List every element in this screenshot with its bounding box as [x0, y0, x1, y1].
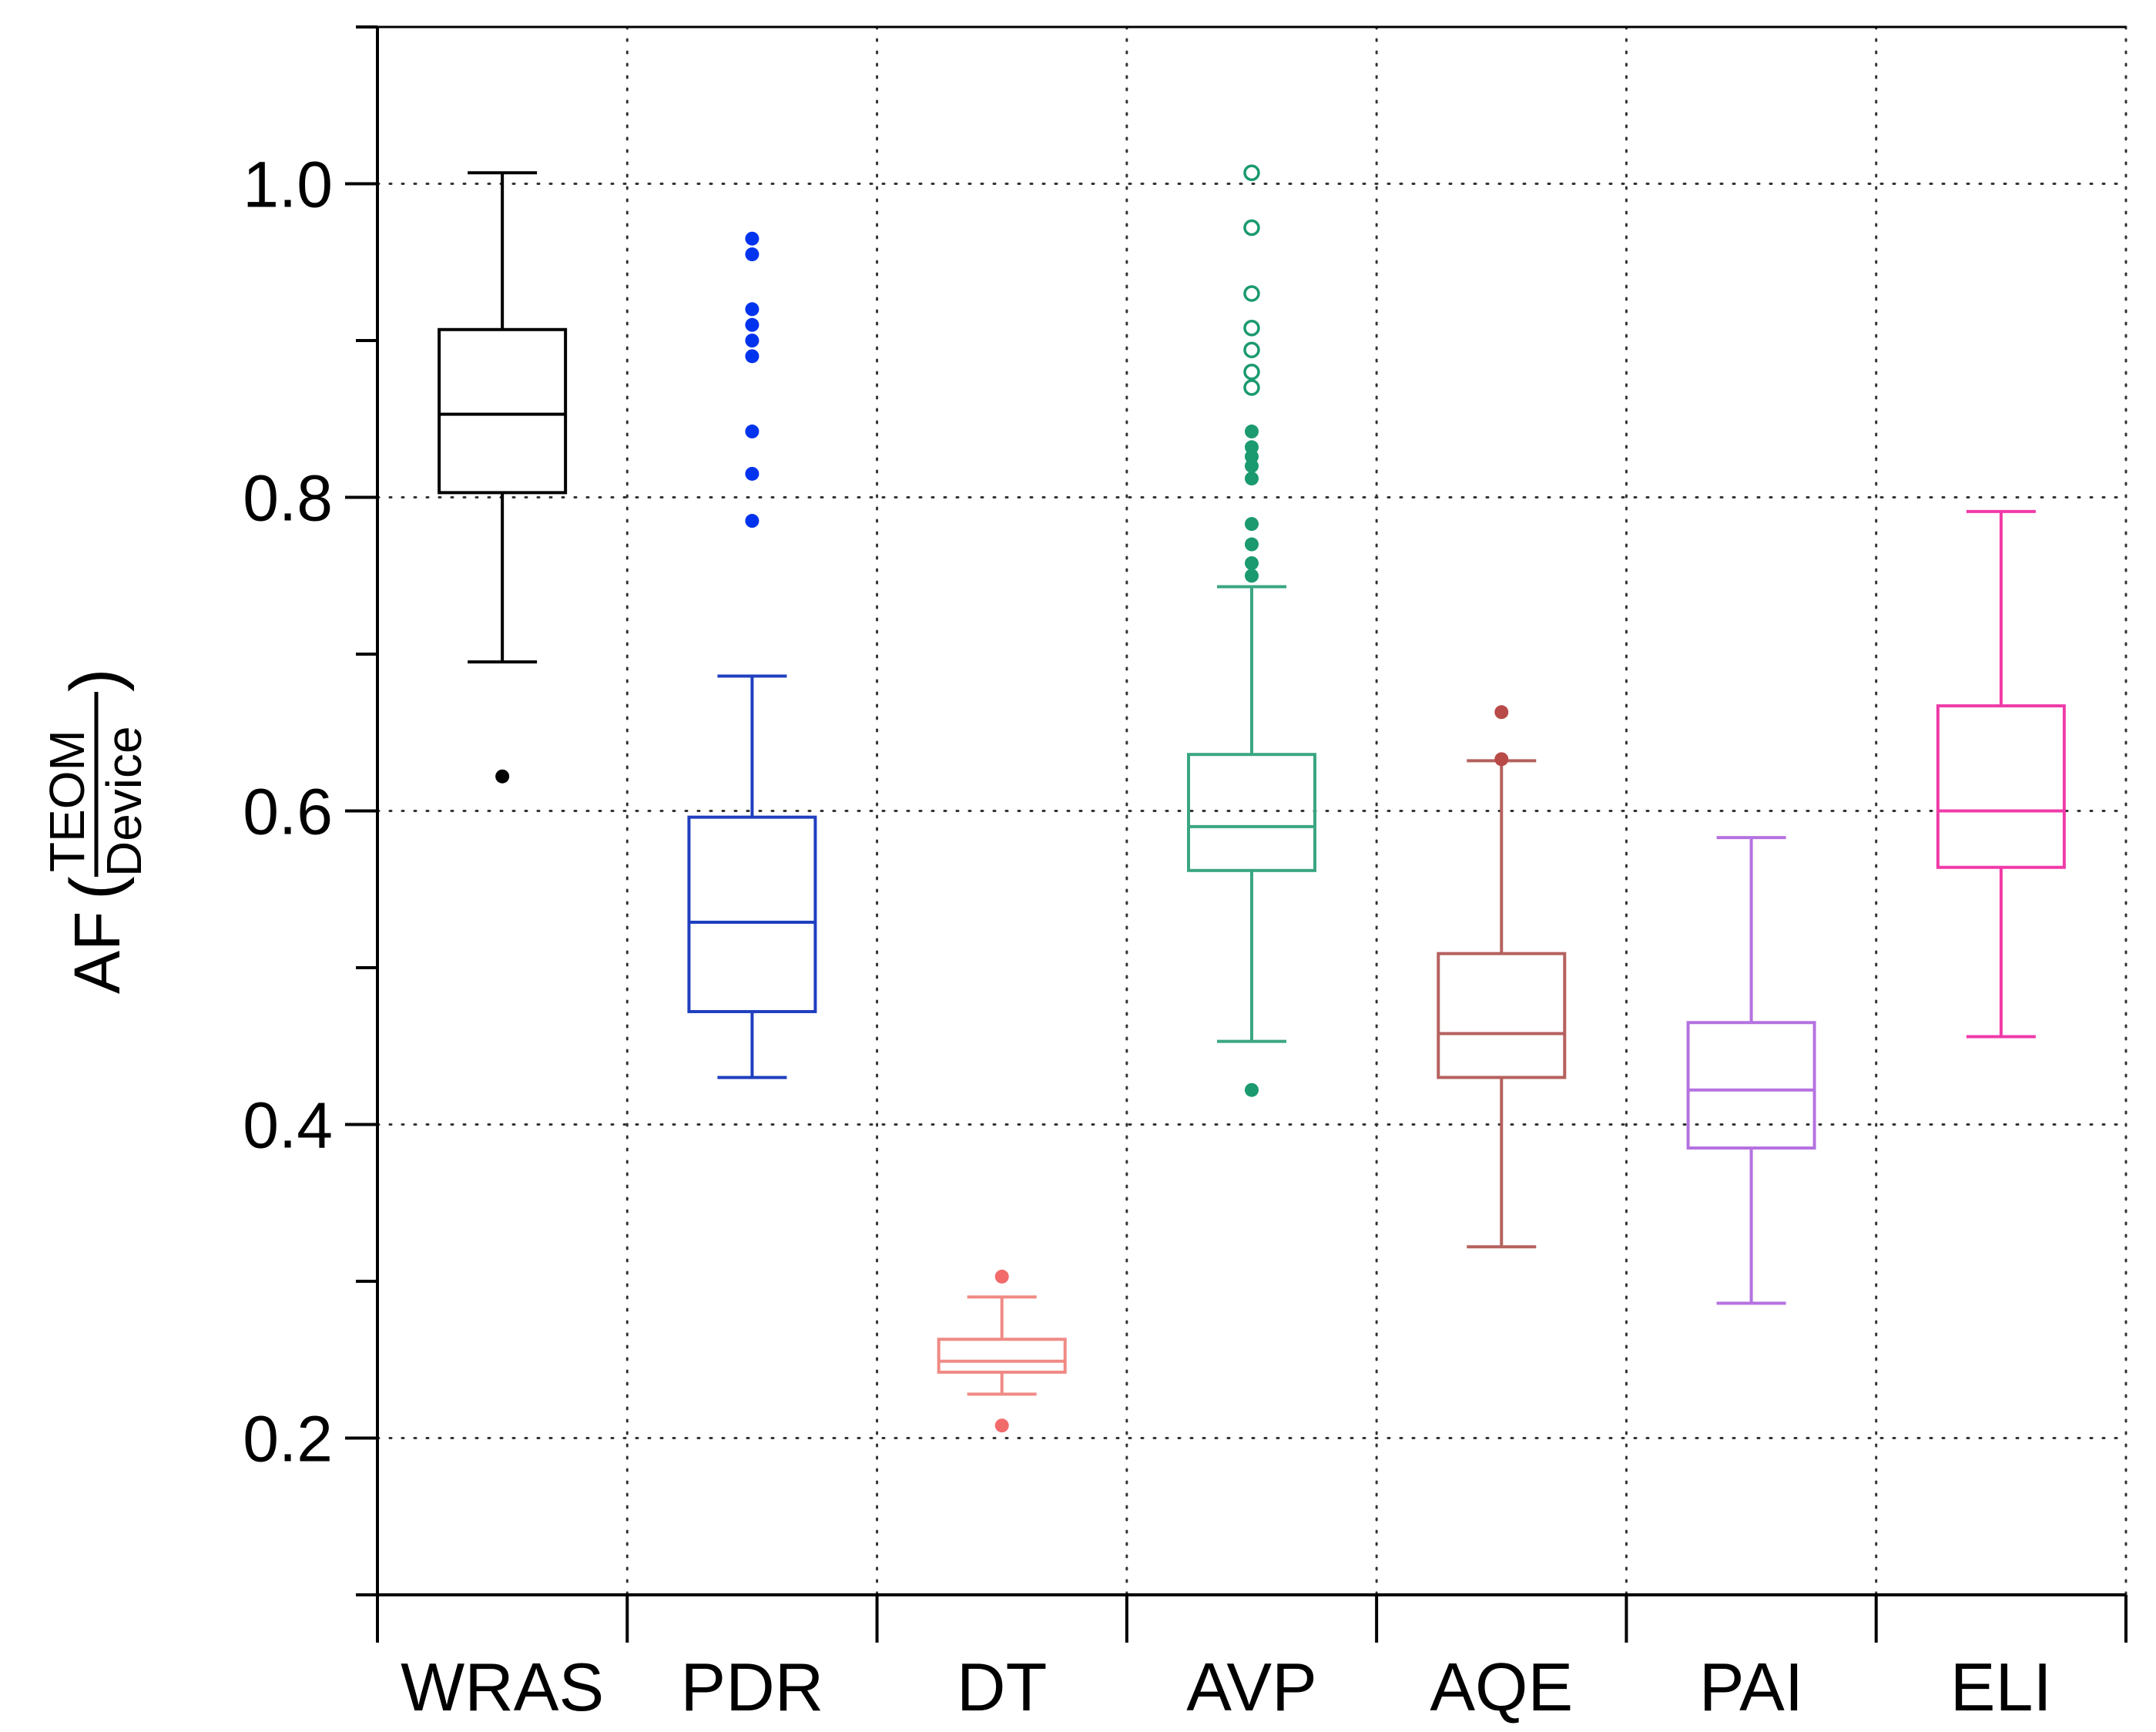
outlier-point: [745, 334, 759, 347]
outlier-point: [745, 425, 759, 439]
y-tick-label: 1.0: [243, 149, 333, 221]
outliers: [495, 164, 1509, 1433]
outlier-point: [1245, 458, 1259, 473]
x-tick-label: PDR: [681, 1649, 824, 1725]
y-label-denominator: Device: [96, 726, 152, 877]
box-iqr: [687, 815, 817, 1013]
outlier-point: [1245, 569, 1259, 583]
outlier-point: [495, 769, 510, 784]
x-tick-label: ELI: [1950, 1649, 2052, 1725]
x-tick-label: PAI: [1699, 1649, 1803, 1725]
y-tick-label: 0.6: [243, 776, 333, 848]
y-tick-label: 0.8: [243, 462, 333, 535]
outlier-point: [745, 466, 759, 481]
box-iqr: [1686, 1021, 1816, 1150]
y-tick-label: 0.2: [243, 1403, 333, 1475]
outlier-point: [994, 1418, 1009, 1433]
outlier-point: [1494, 705, 1509, 720]
outlier-point: [1245, 556, 1259, 570]
outlier-point-open: [1243, 341, 1260, 358]
y-label-paren-open: (: [56, 876, 135, 900]
y-axis-label: AF ( TEOM Device ): [39, 668, 152, 994]
y-label-prefix: AF: [61, 911, 133, 994]
box-iqr: [1187, 753, 1316, 872]
box-wras: [438, 171, 568, 664]
outlier-point: [1245, 537, 1259, 552]
box-dt: [937, 1295, 1067, 1396]
x-ticks: WRAS PDR DT AVP AQE PAI ELI: [376, 1595, 2127, 1725]
y-label-paren-close: ): [56, 668, 135, 692]
box-eli: [1936, 509, 2066, 1039]
outlier-point: [745, 349, 759, 364]
x-tick-label: AQE: [1430, 1649, 1573, 1725]
box-iqr: [1437, 952, 1567, 1079]
outlier-point: [745, 514, 759, 529]
y-tick-label: 0.4: [243, 1089, 333, 1162]
box-avp: [1187, 585, 1316, 1043]
outlier-point: [1245, 472, 1259, 486]
outlier-point-open: [1243, 319, 1260, 337]
outlier-point: [1245, 1082, 1259, 1097]
outlier-point-open: [1243, 219, 1260, 237]
outlier-point-open: [1243, 285, 1260, 302]
grid-lines: [376, 25, 2127, 1596]
outlier-point: [745, 247, 759, 262]
x-tick-label: WRAS: [401, 1649, 604, 1725]
outlier-point-open: [1243, 363, 1260, 381]
box-pdr: [687, 674, 817, 1079]
outlier-point: [1494, 752, 1509, 767]
x-tick-label: AVP: [1186, 1649, 1317, 1725]
box-iqr: [438, 327, 568, 495]
box-aqe: [1437, 759, 1567, 1249]
outlier-point: [745, 317, 759, 332]
outlier-point: [1245, 425, 1259, 439]
boxes: [438, 171, 2066, 1396]
outlier-point: [994, 1269, 1009, 1284]
outlier-point: [745, 231, 759, 246]
box-iqr: [1936, 704, 2066, 869]
box-pai: [1686, 836, 1816, 1305]
outlier-point: [1245, 517, 1259, 532]
box-iqr: [937, 1338, 1067, 1375]
outlier-point: [745, 302, 759, 317]
x-tick-label: DT: [957, 1649, 1047, 1725]
outlier-point-open: [1243, 379, 1260, 396]
outlier-point-open: [1243, 164, 1260, 182]
y-ticks: 0.2 0.4 0.6 0.8 1.0: [243, 25, 377, 1596]
y-label-numerator: TEOM: [39, 730, 95, 872]
